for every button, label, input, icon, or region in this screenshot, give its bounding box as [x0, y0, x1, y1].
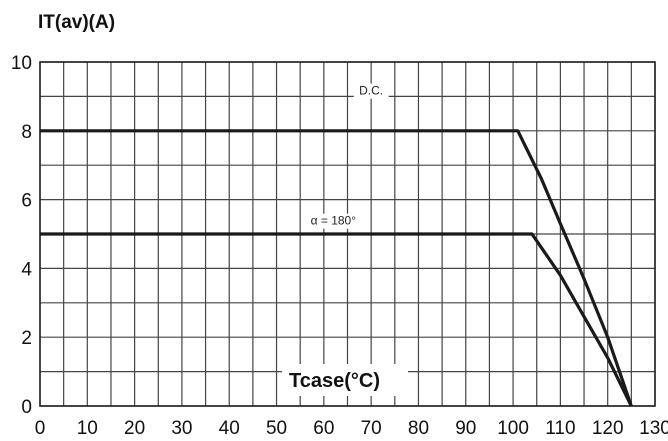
x-tick-label: 50 — [266, 418, 287, 439]
y-tick-label: 6 — [21, 191, 32, 212]
series-line-2 — [40, 232, 633, 407]
series-lines — [40, 129, 633, 407]
x-tick-label: 70 — [361, 418, 382, 439]
x-tick-label: 110 — [545, 418, 575, 439]
x-tick-label: 100 — [497, 418, 529, 439]
x-tick-label: 120 — [592, 418, 624, 439]
annotation-label: D.C. — [359, 84, 383, 98]
x-tick-label: 90 — [455, 418, 476, 439]
annotation-backdrop — [301, 213, 366, 229]
x-tick-label: 60 — [313, 418, 334, 439]
y-tick-label: 4 — [21, 259, 32, 280]
x-tick-label: 10 — [77, 418, 98, 439]
annotation-backdrop — [353, 83, 389, 99]
x-axis-title: Tcase(°C) — [289, 370, 380, 392]
y-tick-label: 8 — [21, 122, 32, 143]
annotation-label: α = 180° — [311, 214, 357, 228]
x-tick-label: 30 — [171, 418, 192, 439]
y-axis-title: IT(av)(A) — [38, 12, 115, 33]
series-line-1 — [40, 129, 633, 407]
x-tick-label: 20 — [124, 418, 145, 439]
x-tick-label: 130 — [639, 418, 668, 439]
x-axis-title-group: Tcase(°C) — [282, 364, 408, 396]
y-tick-labels: 0 2 4 6 8 10 — [11, 53, 33, 418]
y-tick-label: 2 — [21, 328, 32, 349]
x-tick-label: 40 — [219, 418, 240, 439]
y-tick-label: 10 — [11, 53, 32, 74]
x-tick-label: 0 — [35, 418, 46, 439]
y-tick-label: 0 — [21, 397, 32, 418]
x-tick-labels: 0 10 20 30 40 50 60 70 80 90 100 110 120 130 — [35, 418, 668, 439]
x-axis-title-backdrop — [282, 364, 408, 396]
series-annotations: D.C. α = 180° — [301, 83, 389, 229]
x-tick-label: 80 — [408, 418, 429, 439]
